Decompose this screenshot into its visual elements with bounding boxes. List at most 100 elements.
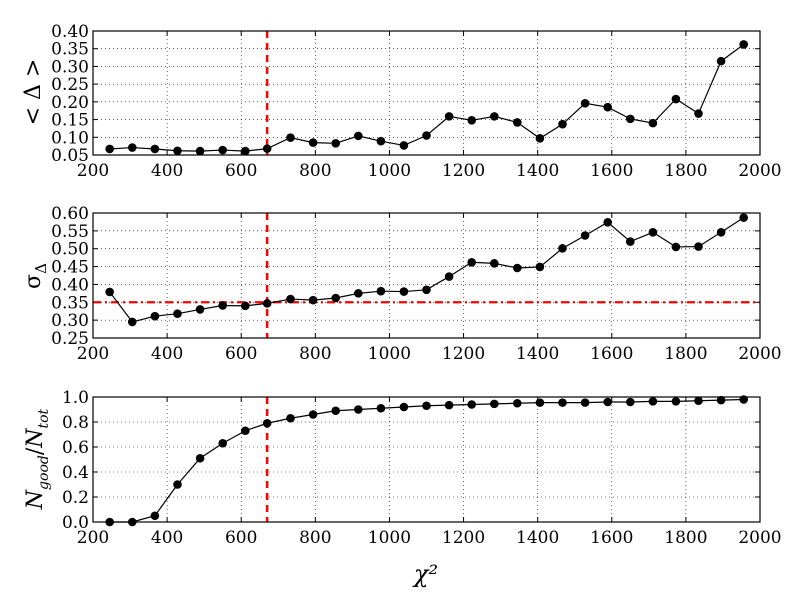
mean-delta-ytick-label: 0.30 [51, 57, 89, 77]
mean-delta-ytick-label: 0.05 [51, 146, 89, 166]
mean-delta-data-point [286, 133, 295, 142]
mean-delta-data-point [127, 143, 137, 152]
mean-delta-data-point [308, 138, 318, 147]
mean-delta-data-point [173, 146, 182, 156]
good-fraction-ytick-label: 0.2 [62, 488, 89, 508]
sigma-delta-xtick-label: 1400 [516, 344, 559, 364]
good-fraction-ytick-label: 0.6 [62, 438, 89, 458]
sigma-delta-data-point [127, 317, 137, 327]
sigma-delta-data-point [262, 299, 272, 308]
mean-delta-data-point [262, 144, 272, 153]
mean-delta-xtick-label: 1400 [516, 161, 559, 181]
sigma-delta-data-point [580, 231, 590, 240]
mean-delta-ytick-label: 0.35 [51, 40, 89, 60]
sigma-delta-data-point [218, 301, 227, 310]
good-fraction-data-point [512, 398, 522, 408]
good-fraction-data-point [444, 400, 454, 410]
sigma-delta-data-point [716, 227, 726, 237]
sigma-delta-xtick-label: 1200 [442, 344, 485, 364]
sigma-delta-xtick-label: 1600 [590, 344, 633, 364]
sigma-delta-data-point [512, 263, 522, 273]
good-fraction-data-point [240, 426, 250, 436]
mean-delta-data-point [558, 119, 567, 129]
mean-delta-data-point [580, 98, 590, 108]
good-fraction-data-point [671, 397, 681, 406]
good-fraction-data-point [558, 398, 567, 407]
mean-delta-data-point [648, 118, 658, 128]
good-fraction-data-point [580, 398, 590, 407]
mean-delta-xtick-label: 1000 [368, 161, 411, 181]
good-fraction-ytick-label: 0.4 [62, 463, 89, 483]
mean-delta-data-point [195, 146, 205, 156]
mean-delta-data-point [105, 144, 114, 154]
sigma-delta-xtick-label: 2000 [738, 344, 781, 364]
sigma-delta-data-point [331, 293, 341, 303]
good-fraction-data-point [150, 511, 160, 521]
mean-delta-data-point [490, 112, 499, 121]
mean-delta-data-point [626, 114, 635, 124]
good-fraction-ytick-label: 0.8 [62, 413, 89, 433]
mean-delta-xtick-label: 400 [151, 161, 183, 181]
sigma-delta-ytick-label: 0.40 [51, 275, 89, 295]
sigma-delta-data-point [603, 217, 613, 227]
good-fraction-ytick-label: 1.0 [62, 388, 89, 408]
sigma-delta-data-point [422, 285, 431, 295]
sigma-delta-data-point [308, 295, 318, 305]
good-fraction-data-point [173, 480, 182, 489]
sigma-delta-data-point [694, 242, 703, 251]
good-fraction-data-point [490, 399, 499, 409]
mean-delta-xtick-label: 1800 [664, 161, 707, 181]
mean-delta-xtick-label: 600 [225, 161, 257, 181]
good-fraction-series-line [109, 398, 744, 523]
sigma-delta-data-point [626, 237, 635, 246]
good-fraction-plot-frame [92, 396, 761, 523]
sigma-delta-data-point [240, 301, 250, 311]
mean-delta-data-point [739, 40, 748, 49]
ylabel-good-fraction: Ngood/Ntot [23, 408, 52, 510]
sigma-delta-data-point [671, 242, 681, 252]
sigma-delta-data-point [173, 309, 182, 319]
mean-delta-data-point [467, 115, 477, 125]
sigma-delta-xtick-label: 1000 [368, 344, 411, 364]
mean-delta-data-point [444, 112, 454, 121]
mean-delta-ytick-label: 0.10 [51, 128, 89, 148]
good-fraction-data-point [399, 402, 409, 412]
good-fraction-data-point [694, 396, 703, 406]
sigma-delta-data-point [467, 257, 477, 267]
sigma-delta-data-point [354, 289, 363, 298]
good-fraction-xtick-label: 200 [77, 528, 109, 548]
good-fraction-xtick-label: 600 [225, 528, 257, 548]
sigma-delta-ytick-label: 0.55 [51, 222, 89, 242]
sigma-delta-xtick-label: 1800 [664, 344, 707, 364]
sigma-delta-xtick-label: 200 [77, 344, 109, 364]
sigma-delta-series-line [109, 217, 745, 323]
mean-delta-data-point [240, 146, 250, 156]
good-fraction-data-point [262, 418, 272, 428]
mean-delta-data-point [150, 144, 160, 154]
sigma-delta-data-point [558, 244, 567, 253]
sigma-delta-xtick-label: 400 [151, 344, 183, 364]
xlabel-chi-squared: χ² [412, 560, 438, 588]
good-fraction-data-point [354, 405, 363, 414]
good-fraction-data-point [603, 397, 613, 407]
sigma-delta-data-point [195, 305, 205, 314]
mean-delta-data-point [694, 109, 703, 118]
sigma-delta-data-point [648, 227, 658, 237]
good-fraction-xtick-label: 1800 [664, 528, 707, 548]
panel-sigma-delta: 200 400 600 800 1000 1200 1400 1600 1800 2000 0.25… [51, 204, 781, 364]
sigma-delta-data-point [399, 287, 409, 296]
mean-delta-data-point [535, 134, 545, 143]
sigma-delta-ytick-label: 0.25 [51, 329, 89, 349]
sigma-delta-ytick-label: 0.45 [51, 258, 89, 278]
good-fraction-ytick-label: 0.0 [62, 513, 89, 533]
mean-delta-data-point [331, 139, 341, 148]
sigma-delta-plot-frame [92, 212, 761, 339]
sigma-delta-data-point [490, 259, 499, 268]
mean-delta-xtick-label: 1200 [442, 161, 485, 181]
mean-delta-data-point [218, 145, 227, 155]
sigma-delta-data-point [535, 262, 545, 272]
sigma-delta-data-point [739, 213, 748, 222]
mean-delta-xtick-label: 1600 [590, 161, 633, 181]
mean-delta-ytick-label: 0.40 [51, 22, 89, 42]
